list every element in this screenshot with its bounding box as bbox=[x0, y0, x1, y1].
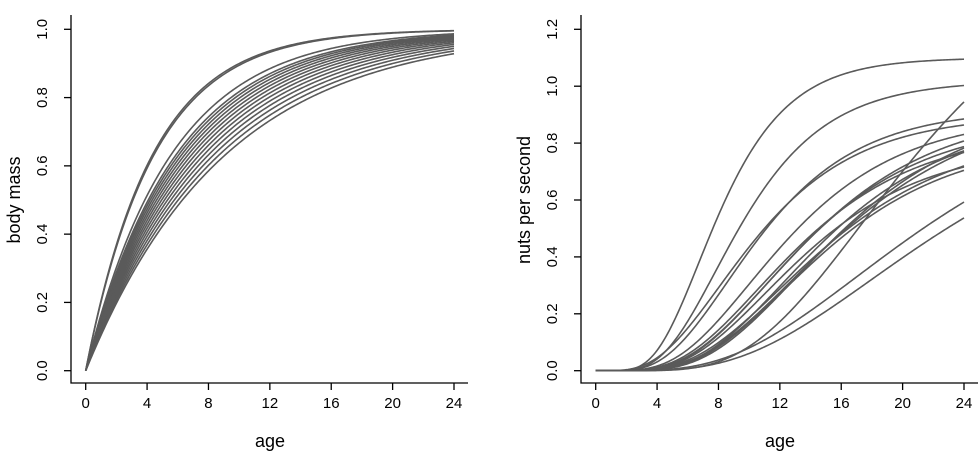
x-tick-label: 8 bbox=[204, 395, 212, 412]
y-tick-label: 0.4 bbox=[34, 224, 51, 245]
series-line-10 bbox=[84, 40, 455, 371]
series-line-6 bbox=[84, 35, 455, 371]
series-line-3 bbox=[84, 33, 455, 371]
nuts-per-second-panel: nuts per second age 0 4 8 12 16 20 24 0.0 0.2 0.4… bbox=[514, 15, 978, 451]
x-tick-label: 12 bbox=[262, 395, 279, 412]
axis-frame bbox=[580, 15, 978, 384]
y-tick-label: 0.2 bbox=[34, 292, 51, 313]
x-tick-label: 0 bbox=[82, 395, 90, 412]
series-line-4 bbox=[84, 34, 455, 371]
y-axis-title: nuts per second bbox=[514, 136, 534, 264]
series-line-15 bbox=[595, 166, 965, 372]
x-tick-label: 20 bbox=[384, 395, 401, 412]
series-line-10 bbox=[595, 145, 965, 372]
y-tick-label: 1.2 bbox=[544, 19, 561, 40]
y-tick-label: 0.8 bbox=[544, 133, 561, 154]
x-tick-label: 8 bbox=[714, 395, 722, 412]
y-axis-title: body mass bbox=[4, 156, 24, 243]
y-tick-label: 0.6 bbox=[34, 155, 51, 176]
body-mass-panel: body mass age 0 4 8 12 16 20 24 0.0 0.2 0.4 0.6 0.8… bbox=[4, 15, 468, 451]
x-tick-label: 4 bbox=[653, 395, 661, 412]
x-tick-label: 16 bbox=[323, 395, 340, 412]
series-line-1 bbox=[595, 58, 965, 372]
series-line-9 bbox=[84, 39, 455, 371]
series-line-14 bbox=[84, 47, 455, 371]
x-tick-label: 16 bbox=[833, 395, 850, 412]
series-line-11 bbox=[84, 41, 455, 371]
y-tick-label: 0.0 bbox=[544, 360, 561, 381]
y-tick-label: 1.0 bbox=[34, 19, 51, 40]
y-tick-label: 1.0 bbox=[544, 76, 561, 97]
series-line-16 bbox=[84, 52, 455, 372]
x-axis-title: age bbox=[255, 431, 285, 451]
x-tick-label: 20 bbox=[894, 395, 911, 412]
series-line-17 bbox=[595, 217, 965, 372]
x-tick-label: 4 bbox=[143, 395, 151, 412]
axis-frame bbox=[70, 15, 468, 384]
series-line-6 bbox=[595, 133, 965, 372]
x-axis-title: age bbox=[765, 431, 795, 451]
y-tick-label: 0.6 bbox=[544, 190, 561, 211]
y-tick-label: 0.4 bbox=[544, 246, 561, 267]
y-tick-label: 0.8 bbox=[34, 87, 51, 108]
series-line-2 bbox=[595, 84, 965, 372]
x-tick-label: 24 bbox=[956, 395, 973, 412]
series-line-11 bbox=[595, 151, 965, 372]
x-tick-label: 24 bbox=[446, 395, 463, 412]
series-line-8 bbox=[84, 37, 455, 371]
x-tick-label: 0 bbox=[592, 395, 600, 412]
series-line-5 bbox=[84, 35, 455, 371]
series-line-9 bbox=[595, 150, 965, 372]
series-line-13 bbox=[84, 45, 455, 371]
y-tick-label: 0.2 bbox=[544, 303, 561, 324]
series-line-12 bbox=[84, 43, 455, 371]
series-line-2 bbox=[84, 30, 455, 371]
series-line-15 bbox=[84, 50, 455, 371]
y-tick-label: 0.0 bbox=[34, 360, 51, 381]
series-line-5 bbox=[595, 118, 965, 372]
series-line-7 bbox=[84, 36, 455, 371]
x-tick-label: 12 bbox=[772, 395, 789, 412]
